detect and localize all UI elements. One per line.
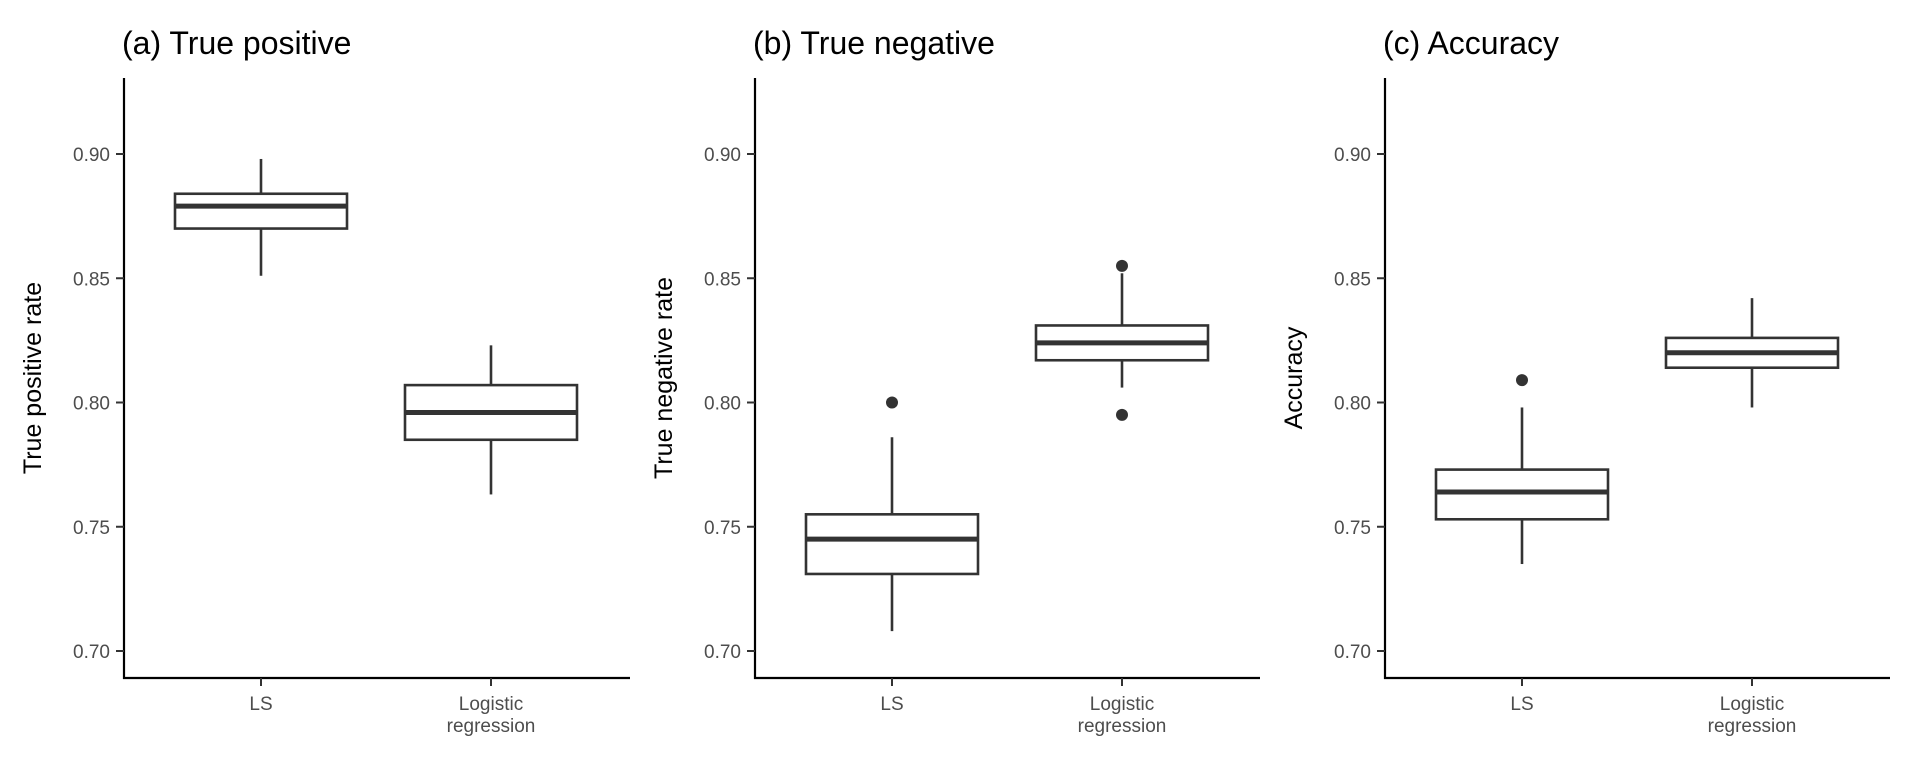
x-tick-label: LS [249, 694, 272, 715]
y-axis-title: True positive rate [19, 282, 47, 474]
outlier-point [1516, 374, 1528, 387]
y-tick-label: 0.80 [1334, 394, 1371, 415]
y-axis-title: Accuracy [1280, 326, 1308, 429]
x-tick-label-line: Logistic [1720, 694, 1784, 715]
y-tick-label: 0.70 [1334, 642, 1371, 663]
y-tick-label: 0.80 [704, 394, 741, 415]
box-2 [1034, 259, 1210, 421]
box-2 [1664, 298, 1840, 408]
panel-title: (a) True positive [122, 25, 351, 61]
x-tick-label-line: LS [880, 694, 903, 715]
x-tick-label: LS [1510, 694, 1533, 715]
panel-3: (c) Accuracy Accuracy 0.70 0.75 0.80 0.85 0.90… [1280, 25, 1890, 737]
x-tick-label: Logistic regression [1078, 694, 1167, 737]
y-tick-label: 0.75 [1334, 518, 1371, 539]
outlier-point [886, 396, 898, 409]
y-tick-label: 0.90 [73, 145, 110, 166]
outlier-point [1116, 408, 1128, 421]
x-tick-label-line: regression [1708, 716, 1797, 737]
x-tick-label-line: regression [1078, 716, 1167, 737]
x-tick-label-line: LS [249, 694, 272, 715]
y-tick-label: 0.75 [704, 518, 741, 539]
iqr-box [804, 513, 980, 576]
x-tick-label-line: Logistic [1090, 694, 1154, 715]
y-tick-label: 0.85 [73, 269, 110, 290]
y-axis-title: True negative rate [650, 277, 678, 479]
y-tick-label: 0.85 [704, 269, 741, 290]
y-tick-label: 0.75 [73, 518, 110, 539]
box-1 [173, 158, 349, 276]
x-tick-label: LS [880, 694, 903, 715]
y-tick-label: 0.70 [704, 642, 741, 663]
y-tick-label: 0.85 [1334, 269, 1371, 290]
panel-title: (c) Accuracy [1383, 25, 1559, 61]
y-tick-label: 0.90 [1334, 145, 1371, 166]
outlier-point [1116, 259, 1128, 272]
x-tick-label: Logistic regression [1708, 694, 1797, 737]
x-tick-label-line: regression [447, 716, 536, 737]
y-tick-label: 0.70 [73, 642, 110, 663]
x-tick-label-line: Logistic [459, 694, 523, 715]
panel-1: (a) True positive True positive rate 0.70 0… [19, 25, 630, 737]
box-2 [403, 345, 579, 495]
panel-2: (b) True negative True negative rate 0.70 0… [650, 25, 1260, 737]
box-1 [804, 396, 980, 632]
y-tick-label: 0.80 [73, 394, 110, 415]
x-tick-label: Logistic regression [447, 694, 536, 737]
iqr-box [173, 192, 349, 230]
panel-title: (b) True negative [753, 25, 995, 61]
box-1 [1434, 374, 1610, 565]
x-tick-label-line: LS [1510, 694, 1533, 715]
y-tick-label: 0.90 [704, 145, 741, 166]
